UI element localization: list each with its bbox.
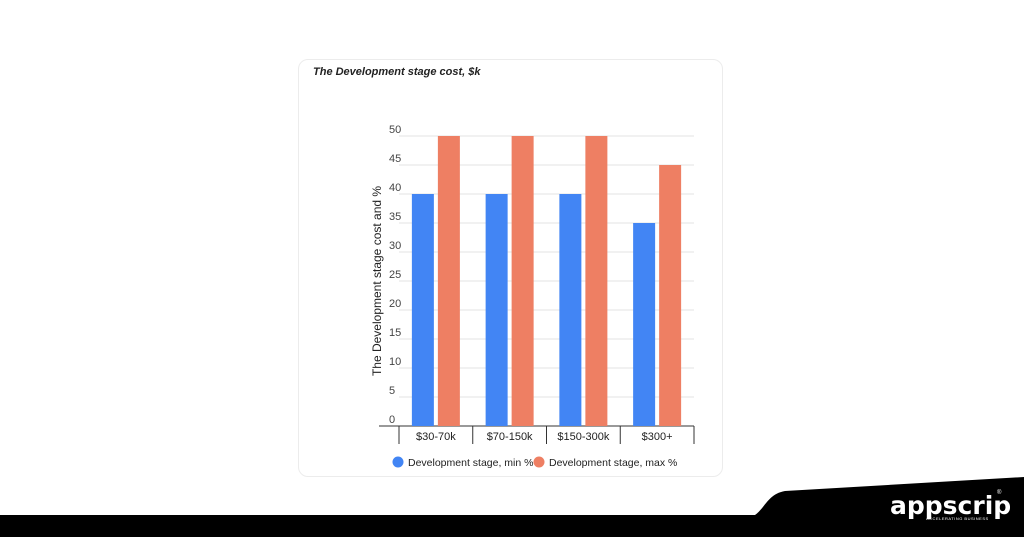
y-axis-title: The Development stage cost and % xyxy=(370,186,384,376)
x-tick-label: $70-150k xyxy=(487,431,533,443)
bar-min-0 xyxy=(411,194,434,426)
legend-swatch-min xyxy=(392,456,404,468)
legend-label-min: Development stage, min % xyxy=(408,457,533,469)
legend-label-max: Development stage, max % xyxy=(549,457,677,469)
x-tick-label: $30-70k xyxy=(416,431,456,443)
bar-max-1 xyxy=(511,136,534,426)
bar-max-0 xyxy=(437,136,460,426)
y-tick-label: 30 xyxy=(389,240,401,252)
bar-max-2 xyxy=(585,136,608,426)
y-tick-label: 15 xyxy=(389,327,401,339)
bar-min-3 xyxy=(633,223,656,426)
bar-min-1 xyxy=(485,194,508,426)
registered-mark: ® xyxy=(997,490,1002,496)
bar-chart: 0 5 10 15 20 25 30 35 40 45 50 $30-70k $70-150k $150-… xyxy=(370,124,695,469)
x-tick-label: $150-300k xyxy=(557,431,609,443)
y-tick-label: 20 xyxy=(389,298,401,310)
appscrip-logo[interactable]: appscrip xyxy=(890,491,1012,520)
y-tick-label: 35 xyxy=(389,211,401,223)
y-tick-label: 45 xyxy=(389,153,401,165)
bar-min-2 xyxy=(559,194,582,426)
brand-tagline: ACCELERATING BUSINESS xyxy=(926,516,989,521)
legend-swatch-max xyxy=(533,456,545,468)
x-tick-label: $300+ xyxy=(642,431,673,443)
chart-title: The Development stage cost, $k xyxy=(313,66,481,78)
y-tick-label: 10 xyxy=(389,356,401,368)
bar-max-3 xyxy=(659,165,682,426)
y-tick-label: 25 xyxy=(389,269,401,281)
y-tick-label: 40 xyxy=(389,182,401,194)
y-tick-label: 5 xyxy=(389,385,395,397)
chart-card: The Development stage cost, $k 0 5 10 15 20 2… xyxy=(298,59,723,477)
y-tick-label: 50 xyxy=(389,124,401,136)
y-tick-label: 0 xyxy=(389,414,395,426)
